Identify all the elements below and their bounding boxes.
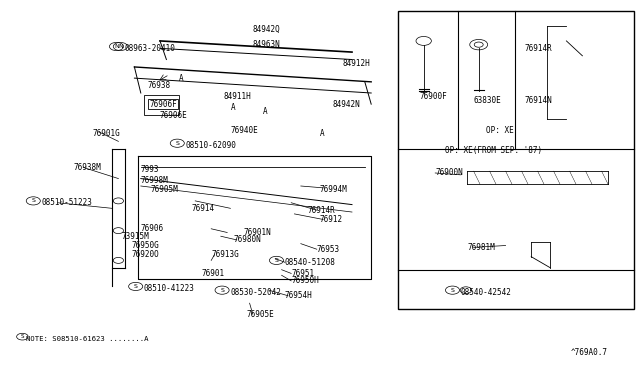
Text: S: S <box>451 288 454 293</box>
Text: 76913G: 76913G <box>211 250 239 259</box>
Text: 76912: 76912 <box>320 215 343 224</box>
Text: OP: XE: OP: XE <box>486 126 514 135</box>
Text: 76906F: 76906F <box>149 100 177 109</box>
Text: 76938: 76938 <box>147 81 170 90</box>
Text: S: S <box>275 258 278 263</box>
Text: 76938M: 76938M <box>74 163 101 172</box>
Text: 76914R: 76914R <box>525 44 552 53</box>
Text: 76951: 76951 <box>291 269 314 278</box>
Text: 08540-51208: 08540-51208 <box>285 258 335 267</box>
Text: S: S <box>220 288 224 293</box>
Text: 84912H: 84912H <box>342 59 370 68</box>
Text: S: S <box>20 334 24 339</box>
Text: N: N <box>118 44 123 49</box>
Text: 76994M: 76994M <box>320 185 348 194</box>
Text: 08540-42542: 08540-42542 <box>461 288 511 296</box>
Text: 84911H: 84911H <box>224 92 252 101</box>
Text: 63830E: 63830E <box>474 96 501 105</box>
Text: 76914R: 76914R <box>307 206 335 215</box>
Text: 76940E: 76940E <box>230 126 258 135</box>
Text: NOTE: S08510-61623 ........A: NOTE: S08510-61623 ........A <box>26 336 148 341</box>
Bar <box>398 11 634 309</box>
Text: N: N <box>114 44 119 49</box>
Text: 08530-52042: 08530-52042 <box>230 288 281 296</box>
Text: A: A <box>230 103 235 112</box>
Text: 84942Q: 84942Q <box>253 25 280 34</box>
Text: 76906E: 76906E <box>160 111 188 120</box>
Text: 08510-41223: 08510-41223 <box>144 284 195 293</box>
Text: 84963N: 84963N <box>253 40 280 49</box>
Text: 76920O: 76920O <box>131 250 159 259</box>
Text: 76953: 76953 <box>317 245 340 254</box>
Text: 76900F: 76900F <box>419 92 447 101</box>
Text: 76954H: 76954H <box>285 291 312 300</box>
Bar <box>144 95 179 115</box>
Text: 76906: 76906 <box>141 224 164 233</box>
Text: 76901: 76901 <box>202 269 225 278</box>
Text: 7993: 7993 <box>141 165 159 174</box>
Text: S: S <box>175 141 179 146</box>
Text: 76900N: 76900N <box>435 169 463 177</box>
Text: 76901G: 76901G <box>93 129 120 138</box>
Text: 76905E: 76905E <box>246 310 274 319</box>
Text: A: A <box>179 74 184 83</box>
Text: 76901N: 76901N <box>243 228 271 237</box>
Text: 76914: 76914 <box>192 204 215 213</box>
Text: 76998M: 76998M <box>141 176 168 185</box>
Text: 76980N: 76980N <box>234 235 261 244</box>
Text: 76914N: 76914N <box>525 96 552 105</box>
Text: 08510-51223: 08510-51223 <box>42 198 92 207</box>
Text: 76981M: 76981M <box>467 243 495 252</box>
Text: ^769A0.7: ^769A0.7 <box>571 348 608 357</box>
Text: A: A <box>262 107 267 116</box>
Text: 76950G: 76950G <box>131 241 159 250</box>
Text: A: A <box>320 129 324 138</box>
Text: S: S <box>134 284 138 289</box>
Text: 84942N: 84942N <box>333 100 360 109</box>
Text: 76905M: 76905M <box>150 185 178 194</box>
Text: OP: XE(FROM SEP. '87): OP: XE(FROM SEP. '87) <box>445 146 542 155</box>
Text: 73915M: 73915M <box>122 232 149 241</box>
Text: 76950H: 76950H <box>291 276 319 285</box>
Text: 08963-20410: 08963-20410 <box>125 44 175 53</box>
Text: 08510-62090: 08510-62090 <box>186 141 236 150</box>
Text: S: S <box>31 198 35 203</box>
